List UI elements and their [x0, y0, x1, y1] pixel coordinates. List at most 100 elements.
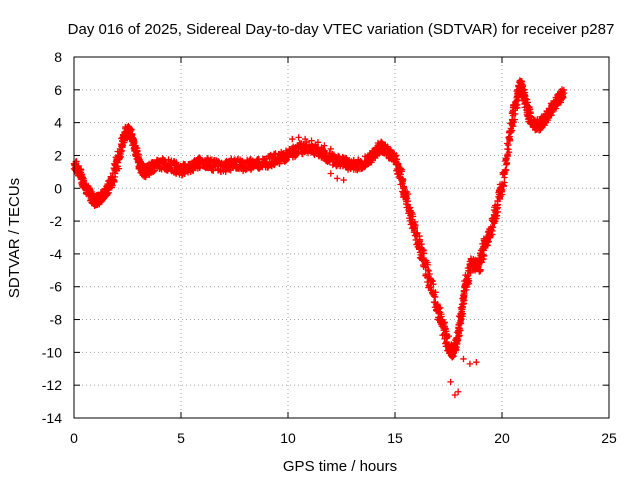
y-tick-label: -4: [50, 246, 63, 262]
data-point-secondary: [308, 137, 315, 144]
data-point-fill: [507, 128, 515, 136]
data-point-fill: [514, 104, 521, 111]
data-point-fill: [441, 324, 449, 332]
data-point-fill: [427, 284, 434, 291]
data-point-fill: [424, 259, 431, 266]
x-tick-label: 15: [387, 430, 403, 446]
data-point-fill: [393, 156, 400, 163]
data-point-fill: [412, 221, 419, 229]
data-point-secondary: [301, 135, 309, 143]
data-point-secondary: [473, 359, 480, 366]
y-tick-label: -10: [42, 344, 62, 360]
x-tick-label: 20: [494, 430, 510, 446]
data-point-fill: [406, 204, 414, 211]
data-point-fill: [404, 190, 412, 198]
data-point-fill: [438, 313, 445, 320]
data-point-fill: [111, 178, 118, 186]
x-tick-label: 10: [280, 430, 296, 446]
data-point-secondary: [327, 145, 334, 153]
data-point-fill: [494, 204, 501, 211]
y-tick-label: -2: [50, 213, 63, 229]
data-point-fill: [501, 179, 508, 186]
data-point-fill: [227, 167, 234, 174]
data-point-fill: [526, 104, 533, 111]
data-point-fill: [403, 195, 411, 202]
data-point-fill: [80, 177, 87, 184]
data-point-fill: [428, 277, 435, 285]
data-point-fill: [506, 135, 513, 143]
data-point-secondary: [314, 139, 322, 146]
data-point-secondary: [295, 134, 302, 141]
data-point-fill: [155, 161, 162, 169]
data-point-secondary: [327, 170, 334, 177]
data-point-fill: [130, 138, 137, 145]
data-point-fill: [493, 212, 501, 219]
data-point-fill: [430, 280, 437, 288]
data-point-fill: [368, 159, 375, 166]
data-point-fill: [399, 175, 406, 183]
data-point-fill: [526, 112, 533, 119]
data-point-fill: [477, 266, 484, 273]
data-point-fill: [165, 156, 172, 163]
y-tick-label: 0: [54, 180, 62, 196]
data-point-fill: [432, 289, 439, 296]
data-point-fill: [272, 150, 279, 157]
data-point-fill: [505, 146, 512, 153]
data-point-fill: [500, 183, 507, 190]
data-points: [70, 77, 568, 399]
data-point-secondary: [447, 378, 454, 386]
data-point-fill: [420, 250, 427, 257]
tick-labels: 0 5 10 15 20 25 -14 -12 -10 -8 -6 -4 -2 0 2 4 6 8: [42, 49, 617, 446]
data-point-secondary: [454, 388, 462, 395]
data-point-fill: [115, 165, 123, 172]
data-point-fill: [434, 300, 441, 308]
data-point-secondary: [321, 142, 328, 149]
data-point-fill: [394, 160, 402, 167]
y-tick-label: 6: [54, 82, 62, 98]
data-point-fill: [511, 110, 519, 118]
data-point-fill: [456, 327, 463, 334]
data-point-fill: [151, 167, 158, 174]
data-point-fill: [409, 213, 417, 220]
data-point-fill: [196, 164, 204, 171]
data-point-fill: [175, 163, 183, 171]
data-point-secondary: [334, 175, 341, 182]
axis-ticks: [73, 56, 610, 419]
data-point-secondary: [466, 360, 474, 368]
data-point-fill: [552, 105, 560, 112]
data-point-fill: [398, 168, 405, 175]
y-tick-label: -14: [42, 410, 62, 426]
data-point-secondary: [451, 391, 459, 399]
data-point-fill: [457, 320, 465, 327]
y-tick-label: 2: [54, 147, 62, 163]
data-point-fill: [461, 290, 468, 298]
data-point-secondary: [340, 176, 347, 184]
data-point-secondary: [460, 355, 467, 363]
data-point-fill: [493, 205, 501, 213]
data-point: [560, 89, 568, 97]
data-point-fill: [334, 152, 342, 160]
x-axis-label: GPS time / hours: [283, 458, 397, 475]
data-point-fill: [399, 176, 407, 184]
data-point-fill: [459, 310, 466, 317]
data-point-fill: [109, 182, 116, 189]
y-tick-label: -6: [50, 279, 63, 295]
data-point-fill: [282, 157, 289, 165]
data-point-fill: [445, 332, 452, 340]
plot-frame: [73, 56, 610, 419]
x-tick-label: 25: [601, 430, 617, 446]
data-point-secondary: [289, 135, 296, 143]
grid-lines: [74, 57, 609, 418]
data-point-fill: [276, 160, 283, 167]
data-point-fill: [467, 269, 474, 277]
data-point-fill: [509, 123, 517, 130]
x-tick-label: 0: [70, 430, 78, 446]
data-point-fill: [504, 152, 511, 159]
data-point-fill: [522, 92, 529, 100]
data-point-fill: [502, 167, 509, 174]
y-tick-label: -8: [50, 312, 63, 328]
data-point-fill: [489, 224, 497, 231]
data-point-fill: [508, 127, 516, 134]
